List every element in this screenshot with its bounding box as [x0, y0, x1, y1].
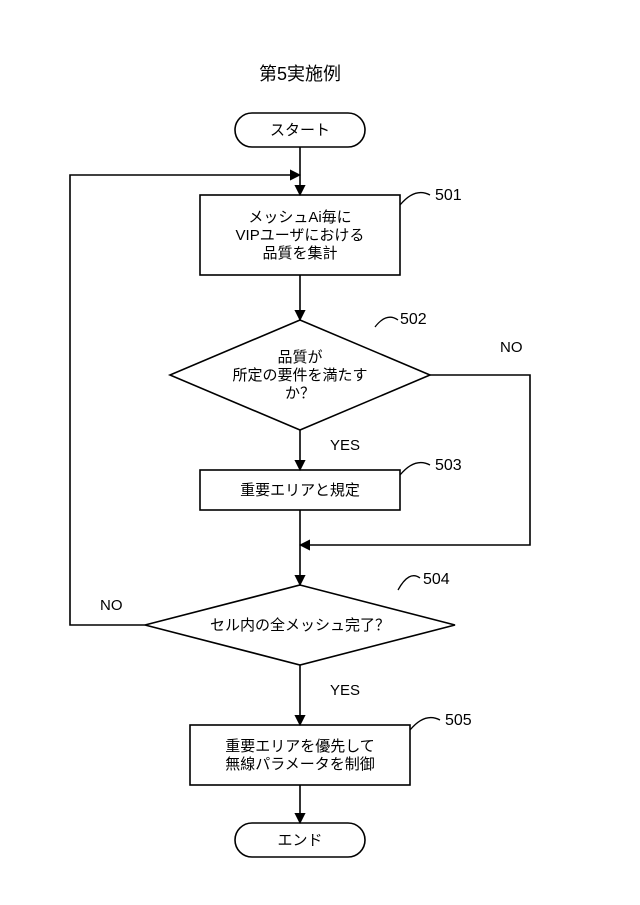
edge-label: YES	[330, 437, 360, 454]
node-n505: 重要エリアを優先して無線パラメータを制御	[190, 725, 410, 785]
node-text: メッシュAi毎に	[248, 209, 351, 226]
edge-label: NO	[500, 339, 523, 356]
node-text: VIPユーザにおける	[236, 227, 365, 244]
node-text: か？	[285, 385, 315, 402]
ref-number: 504	[423, 571, 450, 588]
node-text: 無線パラメータを制御	[225, 756, 375, 773]
node-text: 重要エリアを優先して	[225, 738, 375, 755]
ref-number: 501	[435, 187, 462, 204]
node-text: 重要エリアと規定	[240, 482, 360, 499]
ref-number: 503	[435, 457, 462, 474]
ref-leader	[400, 193, 430, 205]
ref-leader	[400, 463, 430, 475]
edge-label: NO	[100, 597, 123, 614]
node-n502: 品質が所定の要件を満たすか？	[170, 320, 430, 430]
ref-leader	[398, 576, 420, 590]
node-n504: セル内の全メッシュ完了？	[145, 585, 455, 665]
ref-leader	[410, 718, 440, 730]
node-text: セル内の全メッシュ完了？	[210, 616, 390, 634]
node-text: 所定の要件を満たす	[232, 367, 367, 384]
node-text: 品質を集計	[262, 244, 337, 262]
node-text: エンド	[277, 832, 322, 849]
title: 第5実施例	[259, 64, 341, 84]
edge-4	[300, 375, 530, 545]
node-text: スタート	[270, 122, 330, 139]
node-end: エンド	[235, 823, 365, 857]
ref-number: 505	[445, 712, 472, 729]
ref-number: 502	[400, 311, 427, 328]
node-n501: メッシュAi毎にVIPユーザにおける品質を集計	[200, 195, 400, 275]
node-text: 品質が	[277, 348, 322, 366]
ref-leader	[375, 317, 398, 327]
node-start: スタート	[235, 113, 365, 147]
edge-label: YES	[330, 682, 360, 699]
node-n503: 重要エリアと規定	[200, 470, 400, 510]
